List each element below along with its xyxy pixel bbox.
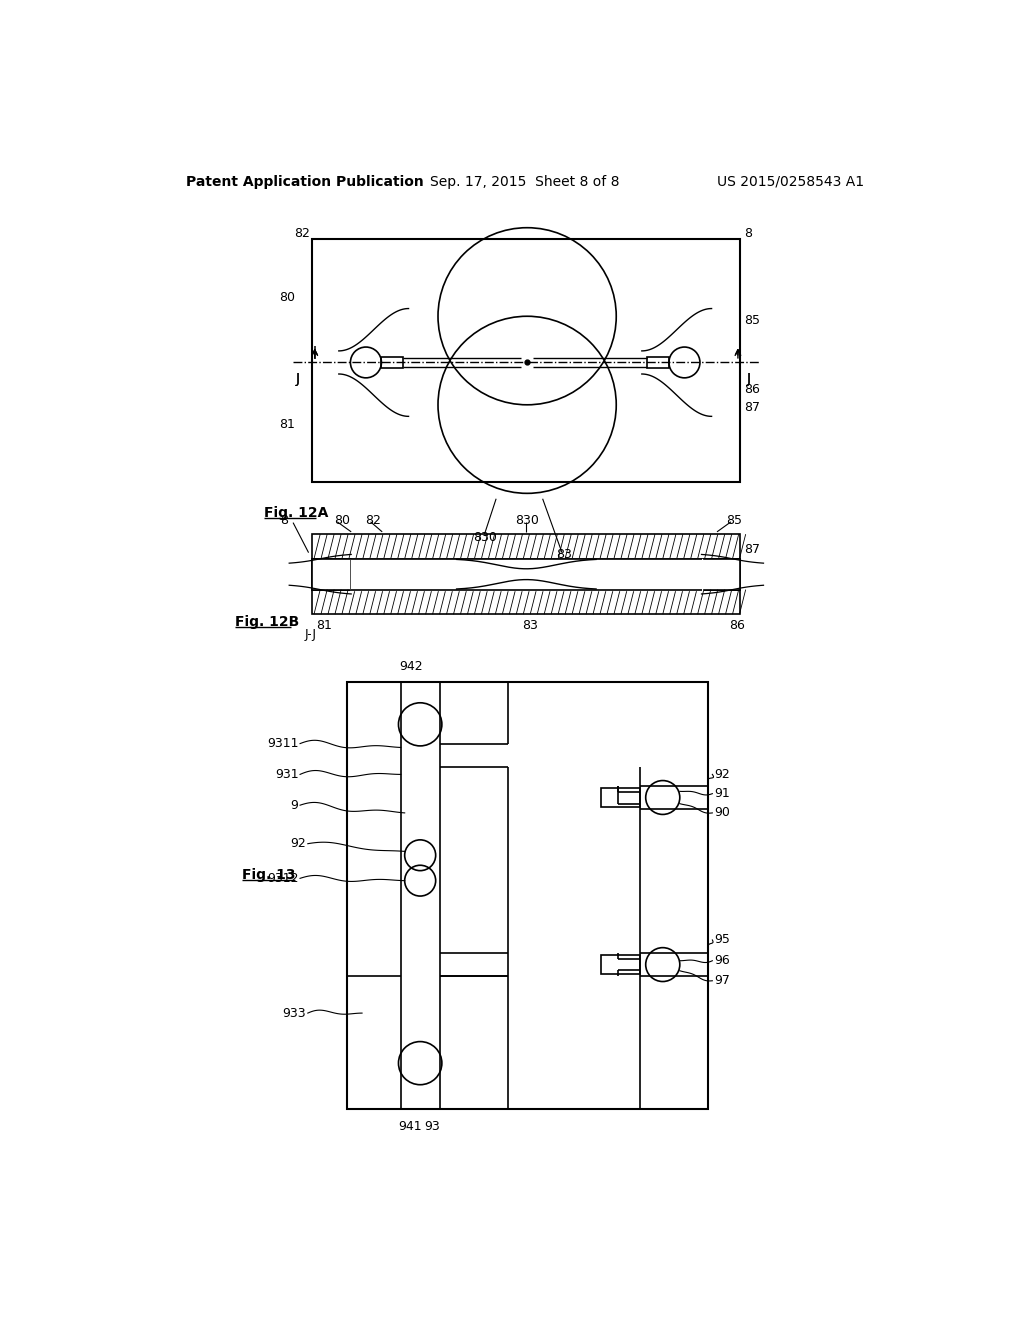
Text: 9: 9: [291, 799, 299, 812]
Bar: [701, 558, 740, 590]
Text: 830: 830: [473, 531, 497, 544]
Text: 87: 87: [744, 543, 760, 556]
Text: 86: 86: [729, 619, 744, 631]
Text: 83: 83: [557, 548, 572, 561]
Text: 92: 92: [714, 768, 730, 781]
Text: 8: 8: [280, 513, 288, 527]
Text: J-J: J-J: [305, 628, 316, 640]
Text: 86: 86: [744, 383, 760, 396]
Bar: [312, 558, 351, 590]
Text: 85: 85: [726, 513, 742, 527]
Text: 97: 97: [714, 974, 730, 987]
Bar: [701, 558, 740, 590]
Text: US 2015/0258543 A1: US 2015/0258543 A1: [717, 174, 864, 189]
Text: 93: 93: [424, 1119, 439, 1133]
Text: J: J: [746, 372, 751, 387]
Text: 80: 80: [280, 290, 295, 304]
Bar: [647, 358, 669, 368]
Text: Sep. 17, 2015  Sheet 8 of 8: Sep. 17, 2015 Sheet 8 of 8: [430, 174, 620, 189]
Text: 81: 81: [280, 417, 295, 430]
Text: 941: 941: [398, 1119, 422, 1133]
Text: 9311: 9311: [267, 737, 299, 750]
Bar: [701, 558, 740, 590]
Text: 87: 87: [744, 400, 760, 413]
Text: 83: 83: [522, 619, 539, 631]
Text: J: J: [746, 372, 751, 387]
Text: 942: 942: [399, 660, 423, 673]
Text: 90: 90: [714, 807, 730, 820]
Text: 96: 96: [714, 954, 730, 968]
Text: 82: 82: [366, 513, 381, 527]
Text: 931: 931: [274, 768, 299, 781]
Text: 82: 82: [294, 227, 310, 240]
Text: 8: 8: [744, 227, 752, 240]
Text: 91: 91: [714, 787, 730, 800]
Text: Fig. 12B: Fig. 12B: [234, 615, 299, 628]
Text: 95: 95: [714, 933, 730, 946]
Text: 81: 81: [316, 619, 332, 631]
Text: 9312: 9312: [267, 871, 299, 884]
Text: 830: 830: [515, 513, 539, 527]
Bar: [312, 239, 740, 482]
Bar: [312, 590, 740, 614]
Bar: [312, 535, 740, 558]
Bar: [381, 358, 403, 368]
Text: 933: 933: [283, 1007, 306, 1019]
Text: Patent Application Publication: Patent Application Publication: [186, 174, 424, 189]
Text: 85: 85: [744, 314, 760, 326]
Bar: [346, 682, 708, 1109]
Text: Fig. 12A: Fig. 12A: [264, 506, 329, 520]
Bar: [601, 788, 640, 807]
Text: J: J: [295, 372, 299, 387]
Bar: [312, 558, 351, 590]
Text: Fig. 13: Fig. 13: [242, 867, 296, 882]
Text: 80: 80: [334, 513, 350, 527]
Bar: [312, 558, 351, 590]
Text: 92: 92: [291, 837, 306, 850]
Bar: [601, 956, 640, 974]
Text: J: J: [295, 372, 299, 387]
